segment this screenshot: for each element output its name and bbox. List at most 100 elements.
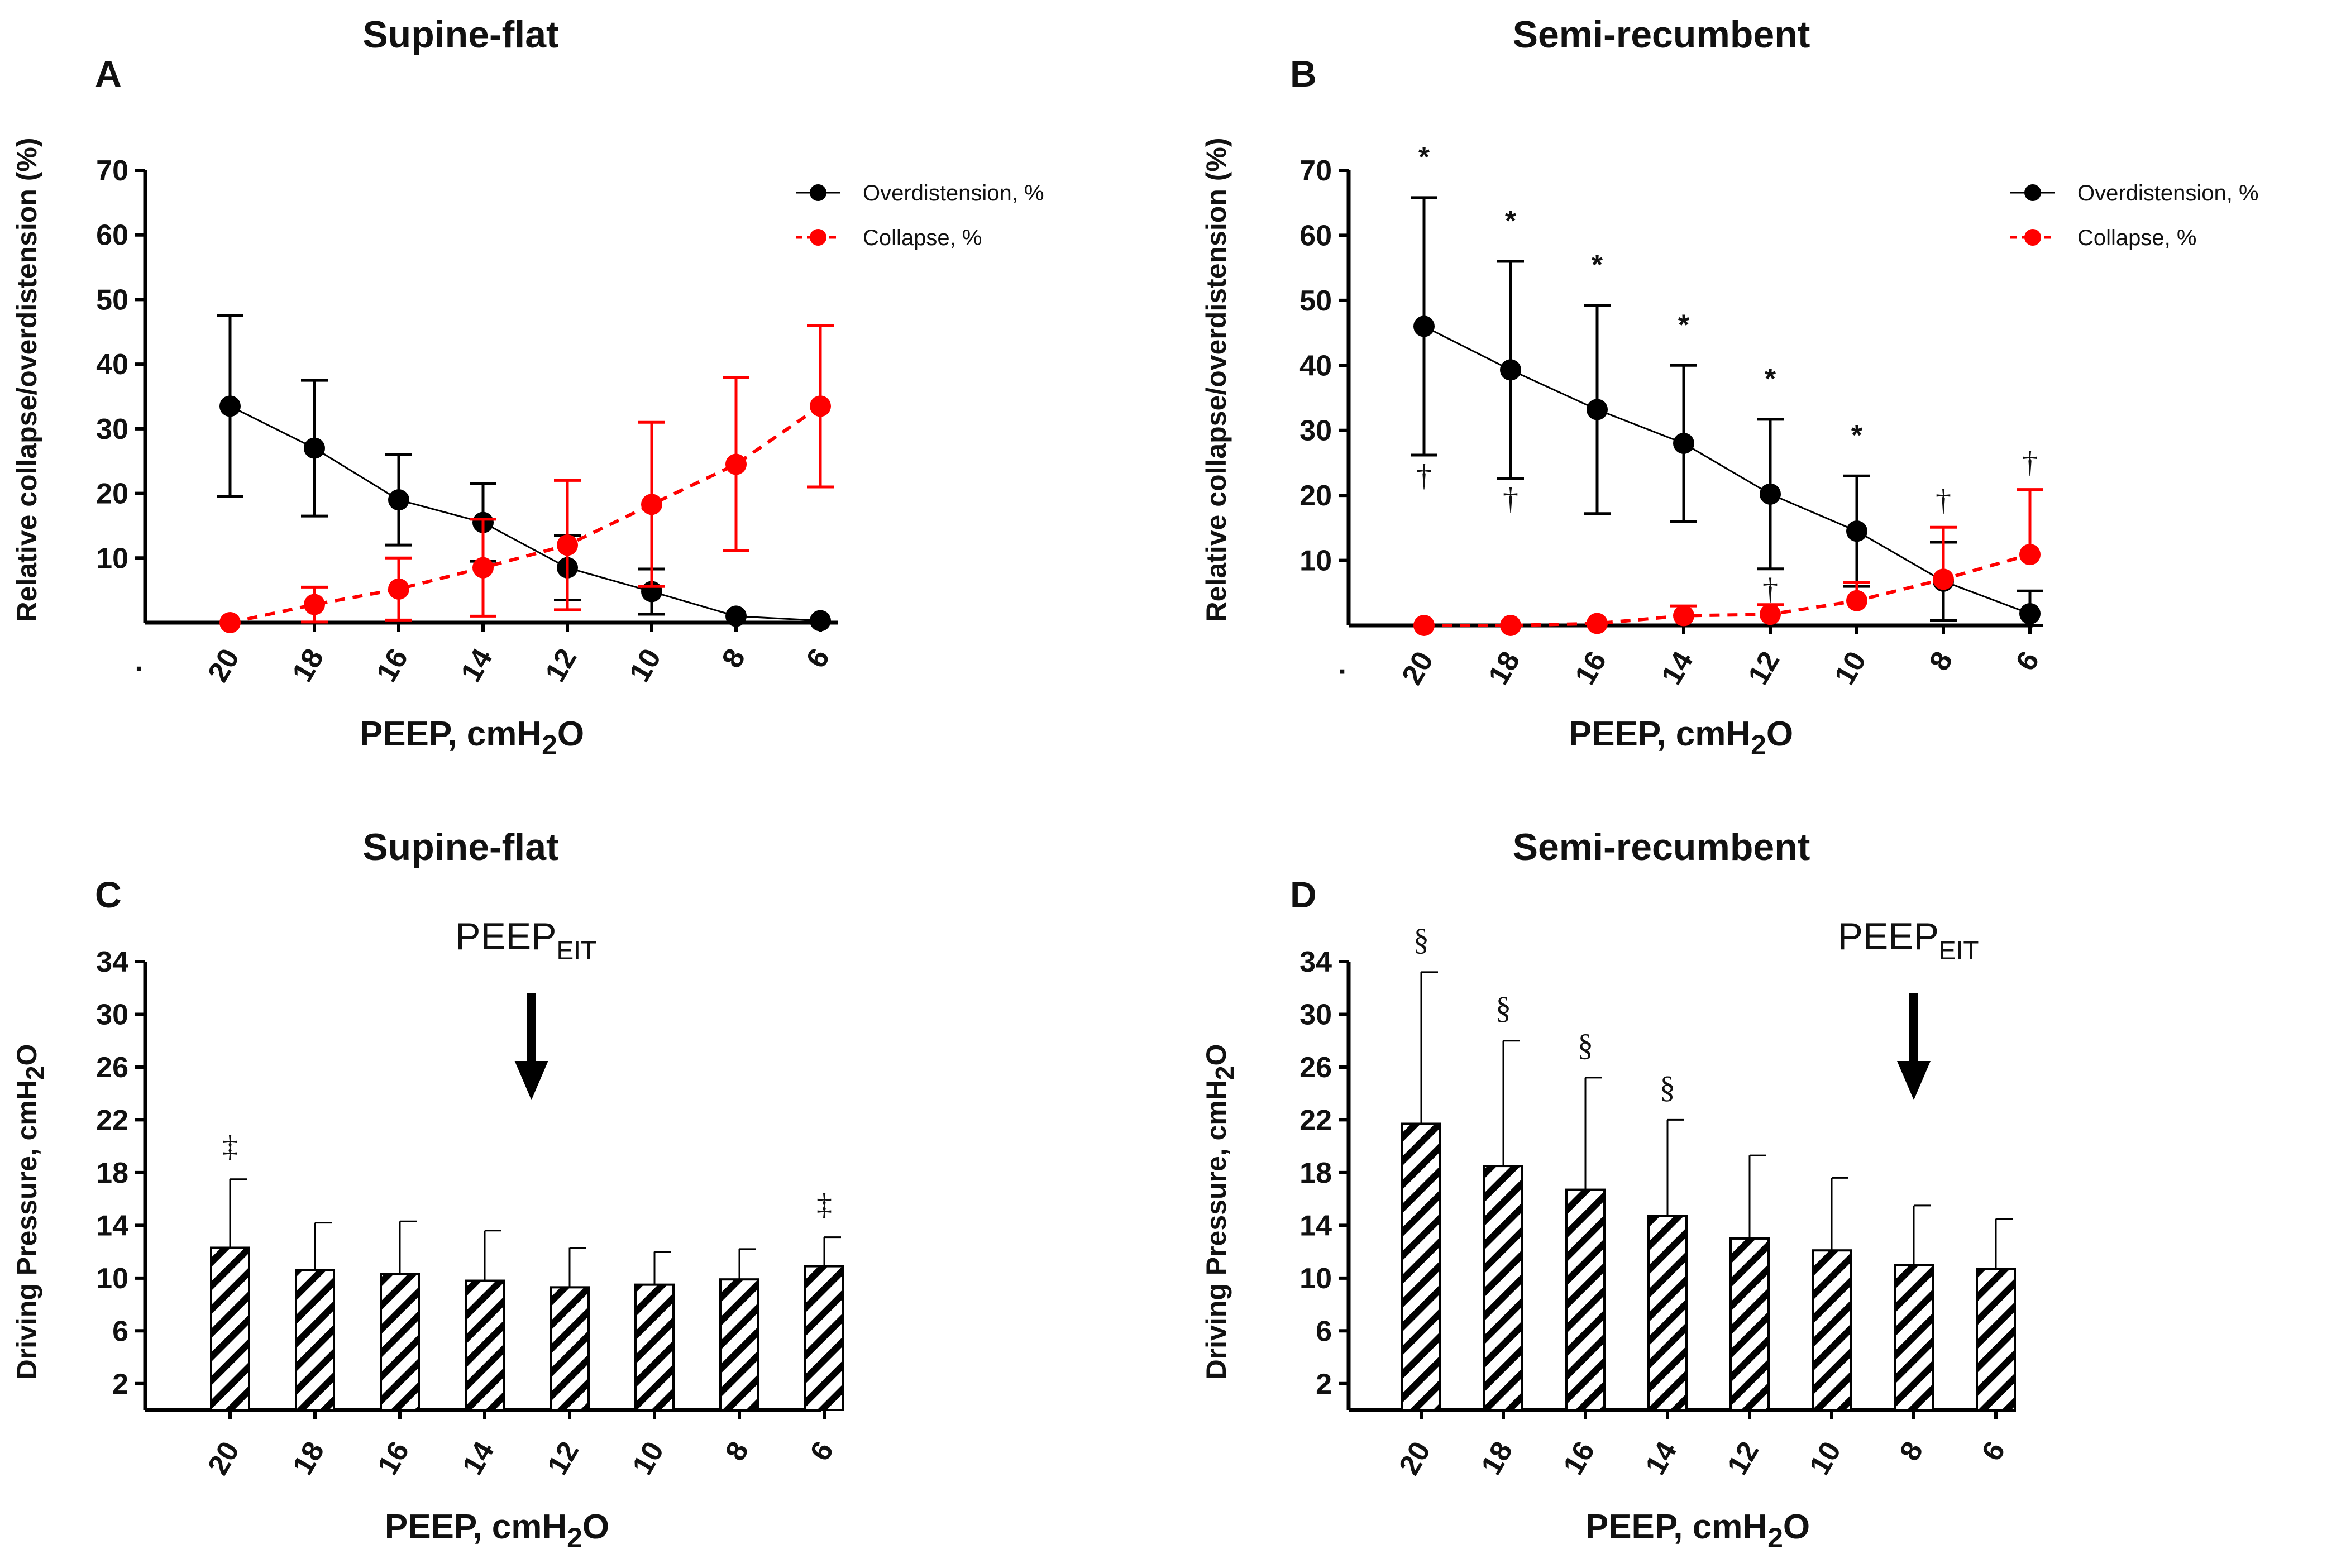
panel-d: Semi-recumbent D Driving Pressure, cmH2O… [1201, 826, 2016, 1553]
panel-b-series-collapse-point [1846, 590, 1867, 611]
panel-b-series-overdistension-point [2019, 603, 2041, 625]
panel-d-xtick-label: 12 [1721, 1436, 1765, 1480]
panel-b: Semi-recumbent B Relative collapse/overd… [1201, 13, 2259, 761]
panel-c-ytick-label: 10 [96, 1263, 128, 1295]
panel-a-xtick-label: 16 [370, 643, 414, 687]
panel-b-legend-marker [2024, 184, 2041, 201]
panel-c-bar [380, 1273, 420, 1412]
panel-c-bar [210, 1246, 250, 1411]
panel-a-series-collapse-point [557, 534, 578, 556]
panel-c-xtick-label: 14 [456, 1436, 500, 1480]
panel-d-xtick-label: 10 [1803, 1436, 1847, 1480]
panel-a-xtick-label: 12 [539, 643, 583, 687]
panel-b-series-overdistension-point [1760, 483, 1781, 505]
panel-d-xtick-label: 16 [1557, 1436, 1601, 1480]
panel-c-xlabel: PEEP, cmH2O [385, 1508, 609, 1553]
panel-d-significance-mark: § [1413, 922, 1429, 957]
panel-c-bar [634, 1283, 675, 1411]
panel-d-ytick-label: 34 [1299, 946, 1332, 978]
panel-a-series-collapse-point [810, 395, 831, 417]
panel-d-ytick-label: 18 [1299, 1157, 1332, 1189]
panel-c-xtick-label: 20 [202, 1436, 246, 1480]
panel-b-xtick-label: 8 [1923, 646, 1960, 676]
panel-d-bar [1483, 1165, 1523, 1411]
panel-d-bar [1401, 1122, 1441, 1411]
panel-c-significance-mark: ‡ [816, 1188, 832, 1222]
panel-a-series-overdistension-point [725, 605, 747, 627]
panel-b-ytick-label: 10 [1299, 545, 1332, 577]
panel-c-ylabel: Driving Pressure, cmH2O [11, 1044, 50, 1380]
panel-c-significance-mark: ‡ [222, 1130, 238, 1164]
panel-a-xtick-dot: · [135, 653, 144, 685]
panel-b-series-overdistension-point [1673, 433, 1694, 454]
panel-a-ytick-label: 60 [96, 219, 128, 252]
panel-c-ytick-label: 22 [96, 1104, 128, 1136]
panel-d-ytick-label: 22 [1299, 1104, 1332, 1136]
panel-c-xtick-label: 16 [371, 1436, 415, 1480]
panel-c-ytick-label: 2 [112, 1368, 128, 1400]
panel-a-xtick-label: 20 [202, 643, 246, 687]
panel-b-significance-dagger: † [1762, 572, 1778, 607]
panel-a-ytick-label: 50 [96, 284, 128, 316]
panel-a: Supine-flat A Relative collapse/overdist… [11, 13, 1044, 761]
panel-d-ytick-label: 14 [1299, 1210, 1332, 1242]
panel-b-series-collapse-point [1673, 605, 1694, 627]
panel-d-xtick-label: 18 [1475, 1436, 1519, 1480]
panel-a-series-overdistension-point [388, 489, 409, 511]
panel-a-legend-label: Collapse, % [863, 226, 982, 250]
panel-b-series-collapse [1413, 488, 2043, 636]
panel-d-ylabel: Driving Pressure, cmH2O [1201, 1044, 1239, 1380]
panel-b-ytick-label: 60 [1299, 219, 1332, 252]
panel-a-ytick-label: 20 [96, 478, 128, 510]
panel-b-significance-star: * [1592, 249, 1603, 281]
panel-c-bar [295, 1269, 335, 1411]
panel-d-ytick-label: 30 [1299, 998, 1332, 1031]
panel-b-xtick-label: 18 [1482, 646, 1526, 690]
panel-d-peep-eit-label: PEEPEIT [1838, 915, 1979, 965]
panel-b-series-overdistension-point [1413, 315, 1435, 337]
panel-d-xtick-label: 6 [1976, 1436, 2012, 1466]
panel-b-xlabel: PEEP, cmH2O [1569, 715, 1793, 761]
panel-a-xtick-label: 6 [800, 643, 837, 673]
panel-a-xtick-label: 8 [716, 643, 752, 673]
panel-c-bar [465, 1279, 505, 1412]
panel-b-series-collapse-point [1587, 613, 1608, 634]
panel-b-ytick-label: 30 [1299, 415, 1332, 447]
panel-d-letter: D [1290, 874, 1317, 915]
panel-d-bar [1976, 1268, 2016, 1412]
panel-a-series-collapse-point [641, 494, 662, 515]
panel-a-series-overdistension-line [230, 405, 821, 622]
panel-c-peep-eit-annotation: PEEPEIT [455, 915, 596, 1100]
panel-b-series-collapse-line [1424, 553, 2030, 627]
panel-c-ytick-label: 14 [96, 1210, 128, 1242]
panel-b-legend-label: Overdistension, % [2077, 181, 2259, 205]
panel-b-series-collapse-point [1413, 615, 1435, 636]
panel-b-series-collapse-point [1500, 615, 1521, 636]
panel-d-bar [1812, 1249, 1852, 1412]
panel-a-series-collapse-point [725, 453, 747, 475]
panel-b-series-overdistension-point [1587, 399, 1608, 420]
panel-a-letter: A [95, 53, 122, 94]
panel-a-series-overdistension-point [304, 437, 325, 459]
panel-a-legend: Overdistension, % Collapse, % [796, 181, 1044, 250]
panel-b-title: Semi-recumbent [1513, 13, 1810, 56]
panel-a-legend-marker [810, 184, 826, 201]
panel-b-series-collapse-point [2019, 544, 2041, 566]
panel-a-series-collapse [219, 324, 834, 633]
panel-a-legend-label: Overdistension, % [863, 181, 1044, 205]
panel-b-series-collapse-point [1760, 604, 1781, 625]
panel-d-ytick-label: 6 [1316, 1315, 1332, 1347]
panel-c-bar [550, 1286, 590, 1412]
panel-b-ytick-label: 50 [1299, 285, 1332, 317]
panel-a-xtick-label: 18 [286, 643, 330, 687]
panel-d-title: Semi-recumbent [1513, 826, 1810, 868]
panel-b-ylabel: Relative collapse/overdistension (%) [1201, 138, 1232, 622]
panel-b-series-overdistension-point [1500, 359, 1521, 381]
panel-c-title: Supine-flat [362, 826, 558, 868]
panel-a-ytick-label: 70 [96, 155, 128, 187]
panel-d-xtick-label: 20 [1393, 1436, 1437, 1480]
panel-c-ytick-label: 34 [96, 946, 128, 978]
panel-b-series-overdistension-line [1423, 326, 2030, 615]
panel-b-xtick-label: 10 [1828, 646, 1872, 690]
